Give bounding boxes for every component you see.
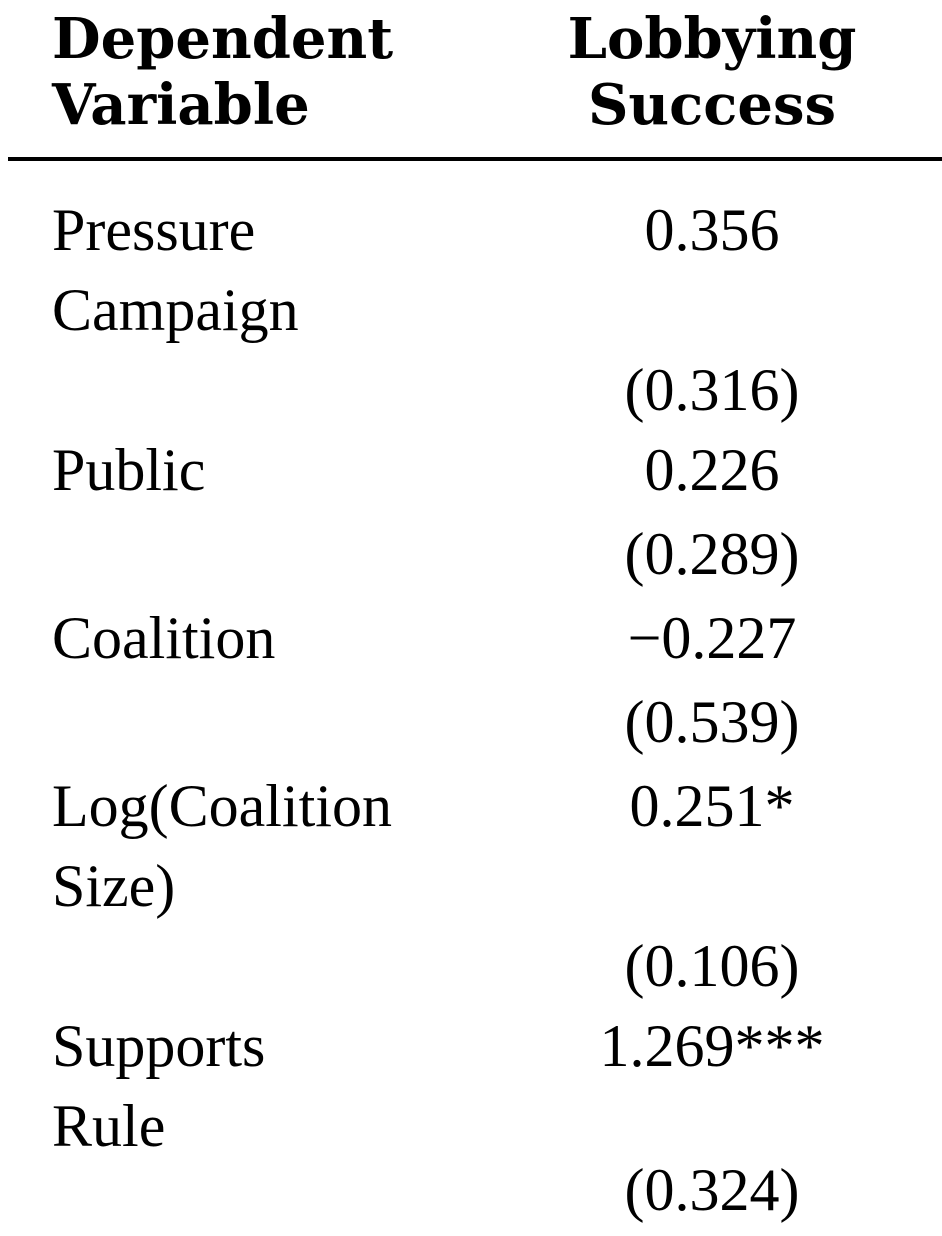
table-row: Campaign	[0, 268, 942, 352]
row-label: Log(Coalition	[52, 773, 392, 839]
row-value: 1.269***	[599, 1013, 825, 1079]
header-dependent-variable: Dependent Variable	[52, 6, 512, 138]
table-row: Rule	[0, 1084, 942, 1168]
header-right-line1: Lobbying	[567, 6, 857, 72]
row-value: (0.289)	[624, 521, 800, 587]
header-left-line2: Variable	[52, 72, 310, 138]
header-left-line1: Dependent	[52, 6, 394, 72]
row-label: Supports	[52, 1013, 266, 1079]
header-rule	[8, 157, 942, 161]
row-label: Public	[52, 437, 206, 503]
row-value: (0.106)	[624, 933, 800, 999]
header-lobbying-success: Lobbying Success	[512, 6, 912, 138]
row-label: Coalition	[52, 605, 276, 671]
table-row: (0.289)	[0, 512, 942, 596]
row-label: Pressure	[52, 197, 256, 263]
row-value: 0.251*	[629, 773, 795, 839]
row-value: 0.226	[644, 437, 780, 503]
table-row: (0.106)	[0, 924, 942, 1008]
table-row: (0.316)	[0, 348, 942, 432]
table-row: Log(Coalition 0.251*	[0, 764, 942, 848]
row-label: Size)	[52, 853, 176, 919]
table-row: (0.324)	[0, 1148, 942, 1232]
table-row: (0.539)	[0, 680, 942, 764]
header-right-line2: Success	[587, 72, 837, 138]
table-row: Supports 1.269***	[0, 1004, 942, 1088]
row-label: Campaign	[52, 277, 299, 343]
table-row: Coalition −0.227	[0, 596, 942, 680]
row-value: (0.539)	[624, 689, 800, 755]
row-label: Rule	[52, 1093, 166, 1159]
table-header: Dependent Variable Lobbying Success	[0, 6, 942, 156]
table-row: Pressure 0.356	[0, 188, 942, 272]
table-row: Public 0.226	[0, 428, 942, 512]
row-value: (0.324)	[624, 1157, 800, 1223]
row-value: (0.316)	[624, 357, 800, 423]
row-value: 0.356	[644, 197, 780, 263]
table-row: Size)	[0, 844, 942, 928]
row-value: −0.227	[627, 605, 797, 671]
